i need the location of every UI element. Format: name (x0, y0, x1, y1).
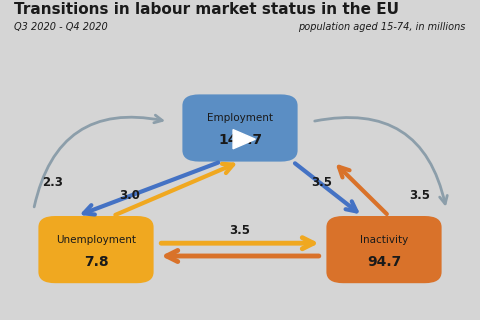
Text: 3.5: 3.5 (409, 189, 431, 202)
FancyBboxPatch shape (326, 216, 442, 283)
Text: Unemployment: Unemployment (56, 235, 136, 244)
Text: 2.3: 2.3 (42, 176, 63, 189)
Polygon shape (233, 130, 255, 149)
FancyBboxPatch shape (38, 216, 154, 283)
Text: Transitions in labour market status in the EU: Transitions in labour market status in t… (14, 2, 399, 17)
Text: Inactivity: Inactivity (360, 235, 408, 244)
Text: 94.7: 94.7 (367, 255, 401, 269)
Text: Q3 2020 - Q4 2020: Q3 2020 - Q4 2020 (14, 22, 108, 32)
Text: 7.8: 7.8 (84, 255, 108, 269)
Text: Employment: Employment (207, 113, 273, 123)
Text: 3.5: 3.5 (311, 176, 332, 189)
Text: 148.7: 148.7 (218, 133, 262, 147)
Text: population aged 15-74, in millions: population aged 15-74, in millions (298, 22, 466, 32)
Text: 3.5: 3.5 (229, 224, 251, 237)
Text: 3.0: 3.0 (119, 189, 140, 202)
FancyBboxPatch shape (182, 94, 298, 162)
